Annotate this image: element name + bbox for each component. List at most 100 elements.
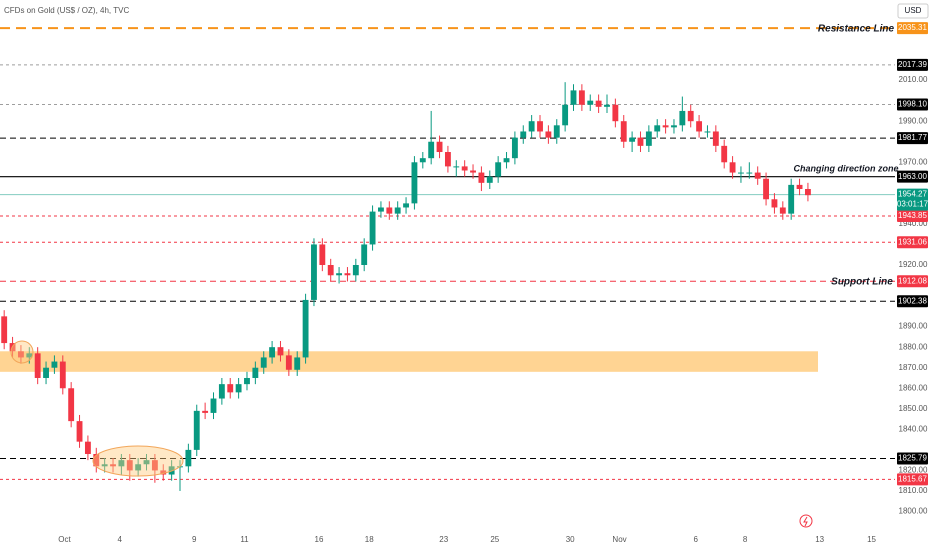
candle-body <box>637 137 644 146</box>
candle-body <box>738 172 744 174</box>
level-label: 1912.08 <box>898 276 927 285</box>
candle-body <box>1 316 8 344</box>
y-tick-label: 1890.00 <box>899 322 928 331</box>
candle-body <box>143 460 150 465</box>
candle-body <box>352 265 359 276</box>
candle-body <box>244 377 250 385</box>
candle-body <box>160 470 167 475</box>
candle-body <box>43 367 49 378</box>
countdown: 03:01:17 <box>897 200 929 209</box>
candle-body <box>461 166 468 171</box>
level-label: 1825.79 <box>898 454 927 463</box>
x-tick-label: 9 <box>192 535 197 544</box>
x-tick-label: Nov <box>612 535 626 544</box>
candle-body <box>537 121 543 132</box>
candle-body <box>26 353 33 358</box>
candle-body <box>503 158 510 163</box>
candle-body <box>478 172 485 183</box>
candle-body <box>604 104 610 107</box>
candle-body <box>118 460 125 467</box>
candle-body <box>411 162 418 204</box>
candle-body <box>804 188 811 196</box>
level-label-box <box>897 132 928 145</box>
level-label: 1902.38 <box>898 296 927 305</box>
candle-body <box>612 104 619 122</box>
candle-body <box>336 273 343 276</box>
level-label-box <box>897 98 928 111</box>
candle-body <box>252 367 259 378</box>
candle-body <box>386 207 393 214</box>
level-label: 2035.31 <box>898 23 927 32</box>
candle-body <box>729 162 736 173</box>
candle-body <box>696 121 703 132</box>
y-tick-label: 1970.00 <box>899 157 928 166</box>
candle-body <box>403 203 409 208</box>
y-tick-label: 1850.00 <box>899 404 928 413</box>
currency-box[interactable] <box>897 3 929 19</box>
level-label: 1815.67 <box>898 474 927 483</box>
highlight-ellipse <box>92 445 184 477</box>
candle-body <box>151 460 158 471</box>
candle-body <box>419 158 426 163</box>
candle-body <box>59 361 66 389</box>
candle-body <box>453 166 460 168</box>
candle-body <box>394 207 401 214</box>
candle-body <box>369 211 376 245</box>
level-label-box <box>897 275 928 288</box>
alert-icon[interactable] <box>799 514 813 528</box>
y-tick-label: 1860.00 <box>899 383 928 392</box>
candle-body <box>788 184 795 214</box>
candle-body <box>76 421 83 442</box>
candle-body <box>495 162 502 177</box>
candle-body <box>93 453 100 467</box>
candle-body <box>110 464 116 467</box>
y-tick-label: 1990.00 <box>899 116 928 125</box>
candle-body <box>269 347 276 358</box>
candle-body <box>319 244 326 265</box>
chart-title: CFDs on Gold (US$ / OZ), 4h, TVC <box>4 6 129 15</box>
level-label: 1931.06 <box>898 237 927 246</box>
candle-body <box>470 170 476 173</box>
candle-body <box>235 384 242 393</box>
candle-body <box>645 131 652 146</box>
candle-body <box>520 131 527 138</box>
y-tick-label: 1840.00 <box>899 424 928 433</box>
zone <box>0 351 818 372</box>
candle-body <box>126 460 133 471</box>
candle-body <box>779 207 786 214</box>
x-tick-label: 8 <box>743 535 748 544</box>
level-label-box <box>897 236 928 249</box>
candle-body <box>721 145 728 163</box>
candle-body <box>595 100 602 107</box>
x-tick-label: 4 <box>117 535 122 544</box>
level-label: 1943.85 <box>898 211 927 220</box>
candle-body <box>101 464 108 467</box>
x-tick-label: 23 <box>439 535 448 544</box>
candle-body <box>671 125 677 128</box>
candle-body <box>654 125 661 132</box>
candle-body <box>344 273 351 276</box>
candle-body <box>679 110 686 126</box>
level-label-box <box>897 295 928 308</box>
candle-body <box>185 449 192 467</box>
candle-body <box>378 207 384 212</box>
candle-body <box>578 90 585 105</box>
candle-body <box>18 351 24 358</box>
candle-body <box>754 172 761 179</box>
candle-body <box>34 353 41 378</box>
candle-body <box>796 184 803 189</box>
candle-body <box>428 141 435 159</box>
y-tick-label: 1800.00 <box>899 507 928 516</box>
level-label-box <box>897 58 928 71</box>
candle-body <box>327 265 334 276</box>
level-label-box <box>897 452 928 465</box>
direction-annotation: Changing direction zone <box>794 163 899 173</box>
candle-body <box>193 410 200 450</box>
level-label: 2017.39 <box>898 60 927 69</box>
candle-body <box>620 121 627 142</box>
candle-body <box>746 172 753 174</box>
candle-body <box>528 121 535 132</box>
x-tick-label: 11 <box>240 535 249 544</box>
candle-body <box>218 384 225 399</box>
